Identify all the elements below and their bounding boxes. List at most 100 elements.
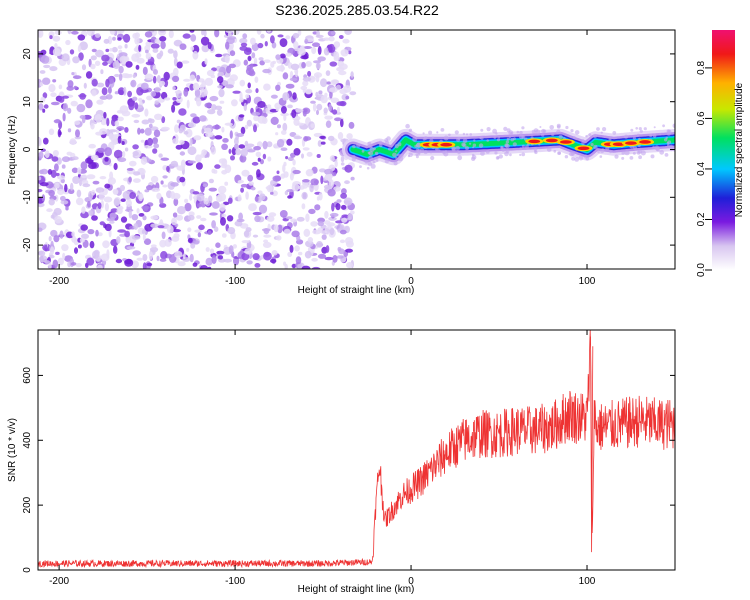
noise-speckle	[329, 87, 338, 93]
noise-speckle	[323, 184, 332, 189]
noise-speckle	[285, 35, 291, 40]
track-speckle	[405, 123, 410, 129]
noise-speckle	[152, 48, 159, 53]
track-speckle	[549, 125, 554, 130]
noise-speckle	[249, 63, 254, 69]
noise-speckle	[319, 135, 326, 139]
noise-speckle	[203, 127, 212, 133]
noise-speckle	[92, 180, 100, 185]
noise-speckle	[205, 247, 210, 252]
noise-speckle	[67, 30, 72, 35]
noise-speckle	[136, 257, 144, 261]
noise-speckle	[50, 229, 58, 237]
noise-speckle	[202, 183, 208, 187]
track-speckle	[570, 129, 574, 133]
noise-speckle	[72, 176, 80, 184]
noise-speckle	[253, 146, 261, 151]
noise-speckle	[221, 213, 227, 218]
noise-speckle	[96, 264, 103, 269]
colorbar-tick-label: 0.2	[696, 212, 707, 226]
noise-speckle	[42, 108, 46, 113]
noise-speckle	[255, 88, 259, 94]
noise-speckle	[225, 84, 234, 89]
noise-speckle	[309, 184, 314, 193]
noise-speckle	[151, 187, 161, 192]
noise-speckle	[189, 193, 193, 201]
noise-speckle	[152, 148, 158, 154]
noise-speckle	[252, 211, 262, 216]
track-speckle	[521, 135, 526, 139]
noise-speckle	[65, 205, 69, 211]
noise-speckle	[346, 133, 353, 140]
noise-speckle	[279, 210, 288, 218]
noise-speckle	[334, 160, 338, 168]
track-speckle	[395, 156, 398, 160]
noise-speckle	[345, 95, 350, 100]
noise-speckle	[226, 65, 232, 74]
noise-speckle	[192, 82, 200, 91]
noise-speckle	[198, 224, 205, 231]
noise-speckle	[279, 53, 286, 59]
noise-speckle	[259, 193, 266, 201]
noise-speckle	[243, 48, 252, 55]
track-speckle	[505, 140, 510, 144]
noise-speckle	[247, 55, 252, 62]
noise-speckle	[293, 148, 301, 156]
noise-speckle	[38, 202, 45, 208]
noise-speckle	[181, 60, 190, 64]
track-speckle	[408, 128, 413, 132]
noise-speckle	[270, 116, 279, 125]
noise-speckle	[328, 36, 335, 42]
snr-x-axis: -200 -100 0 100	[49, 330, 596, 587]
noise-speckle	[168, 30, 174, 39]
noise-speckle	[232, 90, 241, 94]
noise-speckle	[86, 30, 95, 36]
snr-frame	[37, 329, 676, 571]
noise-speckle	[305, 61, 312, 67]
track-speckle	[366, 166, 370, 170]
noise-speckle	[199, 115, 207, 122]
track-speckle	[505, 143, 510, 149]
noise-speckle	[120, 216, 128, 223]
noise-speckle	[238, 179, 244, 184]
noise-speckle	[287, 104, 293, 109]
noise-speckle	[88, 143, 96, 149]
noise-speckle	[259, 60, 266, 66]
noise-speckle	[64, 183, 68, 193]
track-speckle	[526, 143, 530, 146]
noise-speckle	[197, 232, 202, 238]
track-speckle	[534, 150, 537, 153]
noise-speckle	[171, 104, 176, 113]
noise-speckle	[309, 76, 316, 80]
track-speckle	[498, 154, 503, 159]
noise-speckle	[347, 213, 353, 220]
noise-speckle	[290, 218, 298, 223]
noise-speckle	[289, 244, 294, 253]
noise-speckle	[205, 257, 213, 266]
noise-speckle	[317, 221, 324, 227]
noise-speckle	[207, 109, 216, 115]
track-speckle	[542, 129, 547, 133]
noise-speckle	[124, 147, 129, 152]
noise-speckle	[183, 130, 189, 135]
noise-speckle	[241, 169, 250, 177]
noise-speckle	[172, 86, 176, 91]
track-speckle	[401, 133, 404, 137]
noise-speckle	[138, 44, 142, 52]
noise-speckle	[177, 206, 186, 215]
noise-speckle	[198, 78, 205, 83]
x-tick-label: 100	[579, 576, 596, 587]
noise-speckle	[275, 84, 281, 92]
track-speckle	[638, 155, 642, 160]
noise-speckle	[262, 140, 268, 150]
noise-speckle	[250, 37, 256, 45]
noise-speckle	[225, 41, 230, 50]
noise-speckle	[227, 197, 233, 204]
noise-speckle	[335, 203, 341, 211]
noise-speckle	[67, 107, 72, 114]
noise-speckle	[276, 65, 286, 72]
noise-speckle	[221, 126, 225, 133]
noise-speckle	[156, 192, 162, 200]
noise-speckle	[154, 113, 163, 121]
